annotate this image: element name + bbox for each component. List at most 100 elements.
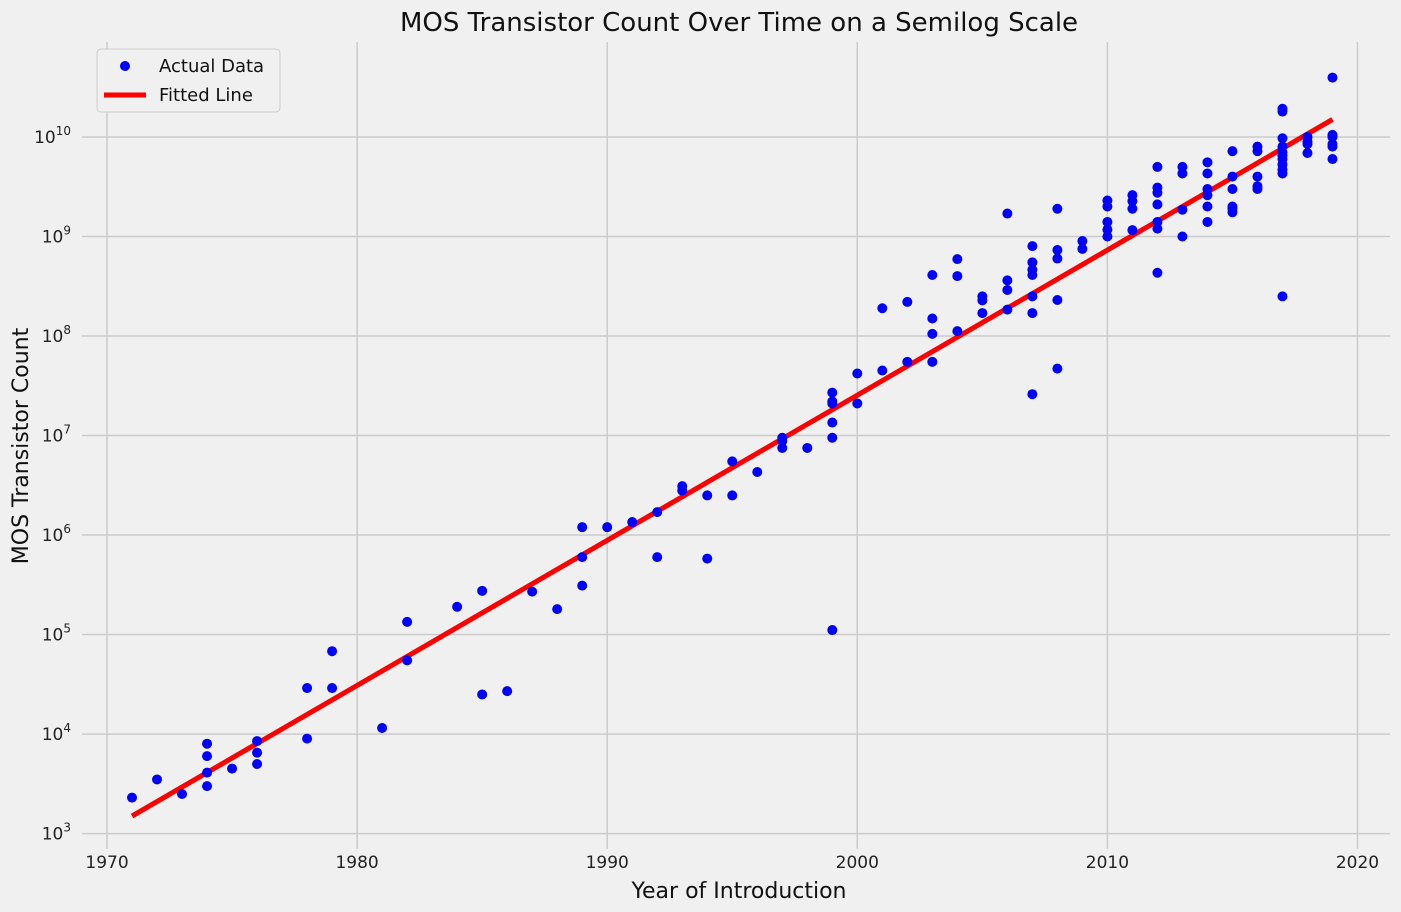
data-point [377, 723, 388, 734]
fitted-line-layer [130, 117, 1334, 819]
data-point [1277, 141, 1288, 152]
data-point [1152, 267, 1163, 278]
data-point [177, 788, 188, 799]
y-tick-label: 108 [42, 323, 71, 347]
data-point [877, 303, 888, 314]
data-point [827, 387, 838, 398]
data-point [1152, 161, 1163, 172]
data-point [202, 751, 213, 762]
x-tick-label: 1980 [335, 853, 378, 873]
data-point [1152, 199, 1163, 210]
data-point [1277, 133, 1288, 144]
data-point [1152, 182, 1163, 193]
data-point [1052, 203, 1063, 214]
data-point [502, 686, 513, 697]
y-axis-label: MOS Transistor Count [9, 327, 34, 564]
data-point [727, 456, 738, 467]
data-point [302, 733, 313, 744]
data-point [1202, 201, 1213, 212]
data-point [1202, 157, 1213, 168]
data-point [1027, 308, 1038, 319]
data-point [927, 313, 938, 324]
data-point [202, 767, 213, 778]
data-point [1077, 236, 1088, 247]
data-point [1327, 129, 1338, 140]
data-point [1277, 291, 1288, 302]
fitted-line [130, 117, 1334, 819]
data-point [1202, 168, 1213, 179]
data-point [702, 553, 713, 564]
data-point [1027, 389, 1038, 400]
data-point [1027, 291, 1038, 302]
data-point [1227, 146, 1238, 157]
data-point [477, 585, 488, 596]
data-point [1077, 243, 1088, 254]
data-point [952, 254, 963, 265]
legend-label-actual-data: Actual Data [159, 56, 264, 77]
data-point [1177, 204, 1188, 215]
y-tick-label: 103 [42, 821, 71, 845]
data-point [1202, 183, 1213, 194]
data-point [677, 481, 688, 492]
data-point [1252, 181, 1263, 192]
data-point [252, 736, 263, 747]
data-point [977, 291, 988, 302]
data-point [927, 356, 938, 367]
y-tick-label: 104 [42, 721, 71, 745]
y-tick-label: 1010 [34, 124, 71, 148]
data-point [577, 552, 588, 563]
data-point [827, 396, 838, 407]
data-point [827, 625, 838, 636]
legend-label-fitted-line: Fitted Line [159, 85, 253, 106]
data-point [1002, 275, 1013, 286]
data-point [1052, 245, 1063, 256]
data-point [1277, 103, 1288, 114]
x-tick-label: 1970 [85, 853, 128, 873]
data-point [1202, 216, 1213, 227]
data-point [202, 781, 213, 792]
data-point [1002, 284, 1013, 295]
data-point [1302, 148, 1313, 159]
data-point [302, 683, 313, 694]
x-tick-label: 2010 [1086, 853, 1129, 873]
y-tick-label: 107 [42, 423, 71, 447]
y-tick-label: 109 [42, 223, 71, 247]
data-point [327, 683, 338, 694]
data-point [1052, 363, 1063, 374]
data-point [1027, 241, 1038, 252]
data-point [727, 490, 738, 501]
data-point [1002, 208, 1013, 219]
legend-scatter-marker [120, 61, 130, 71]
data-point [1227, 183, 1238, 194]
data-point [852, 398, 863, 409]
data-point [1127, 190, 1138, 201]
data-point [952, 271, 963, 282]
y-tick-label: 106 [42, 522, 71, 546]
data-point [327, 646, 338, 657]
data-point [827, 432, 838, 443]
data-point [1177, 161, 1188, 172]
data-point [852, 368, 863, 379]
legend: Actual Data Fitted Line [96, 48, 281, 113]
data-point [252, 759, 263, 770]
data-point [577, 522, 588, 533]
data-point [227, 763, 238, 774]
x-tick-label: 1990 [586, 853, 629, 873]
data-point [402, 616, 413, 627]
data-point [827, 417, 838, 428]
data-point [1177, 231, 1188, 242]
data-point [702, 490, 713, 501]
data-point [452, 601, 463, 612]
data-point [927, 270, 938, 281]
data-point [252, 747, 263, 758]
data-point [477, 689, 488, 700]
data-points [127, 72, 1338, 803]
data-point [1052, 253, 1063, 264]
data-point [1027, 264, 1038, 275]
data-point [127, 792, 138, 803]
y-axis-ticks: 103 104 105 106 107 108 109 1010 [34, 124, 71, 845]
data-point [627, 517, 638, 528]
data-point [1102, 216, 1113, 227]
data-point [1227, 201, 1238, 212]
